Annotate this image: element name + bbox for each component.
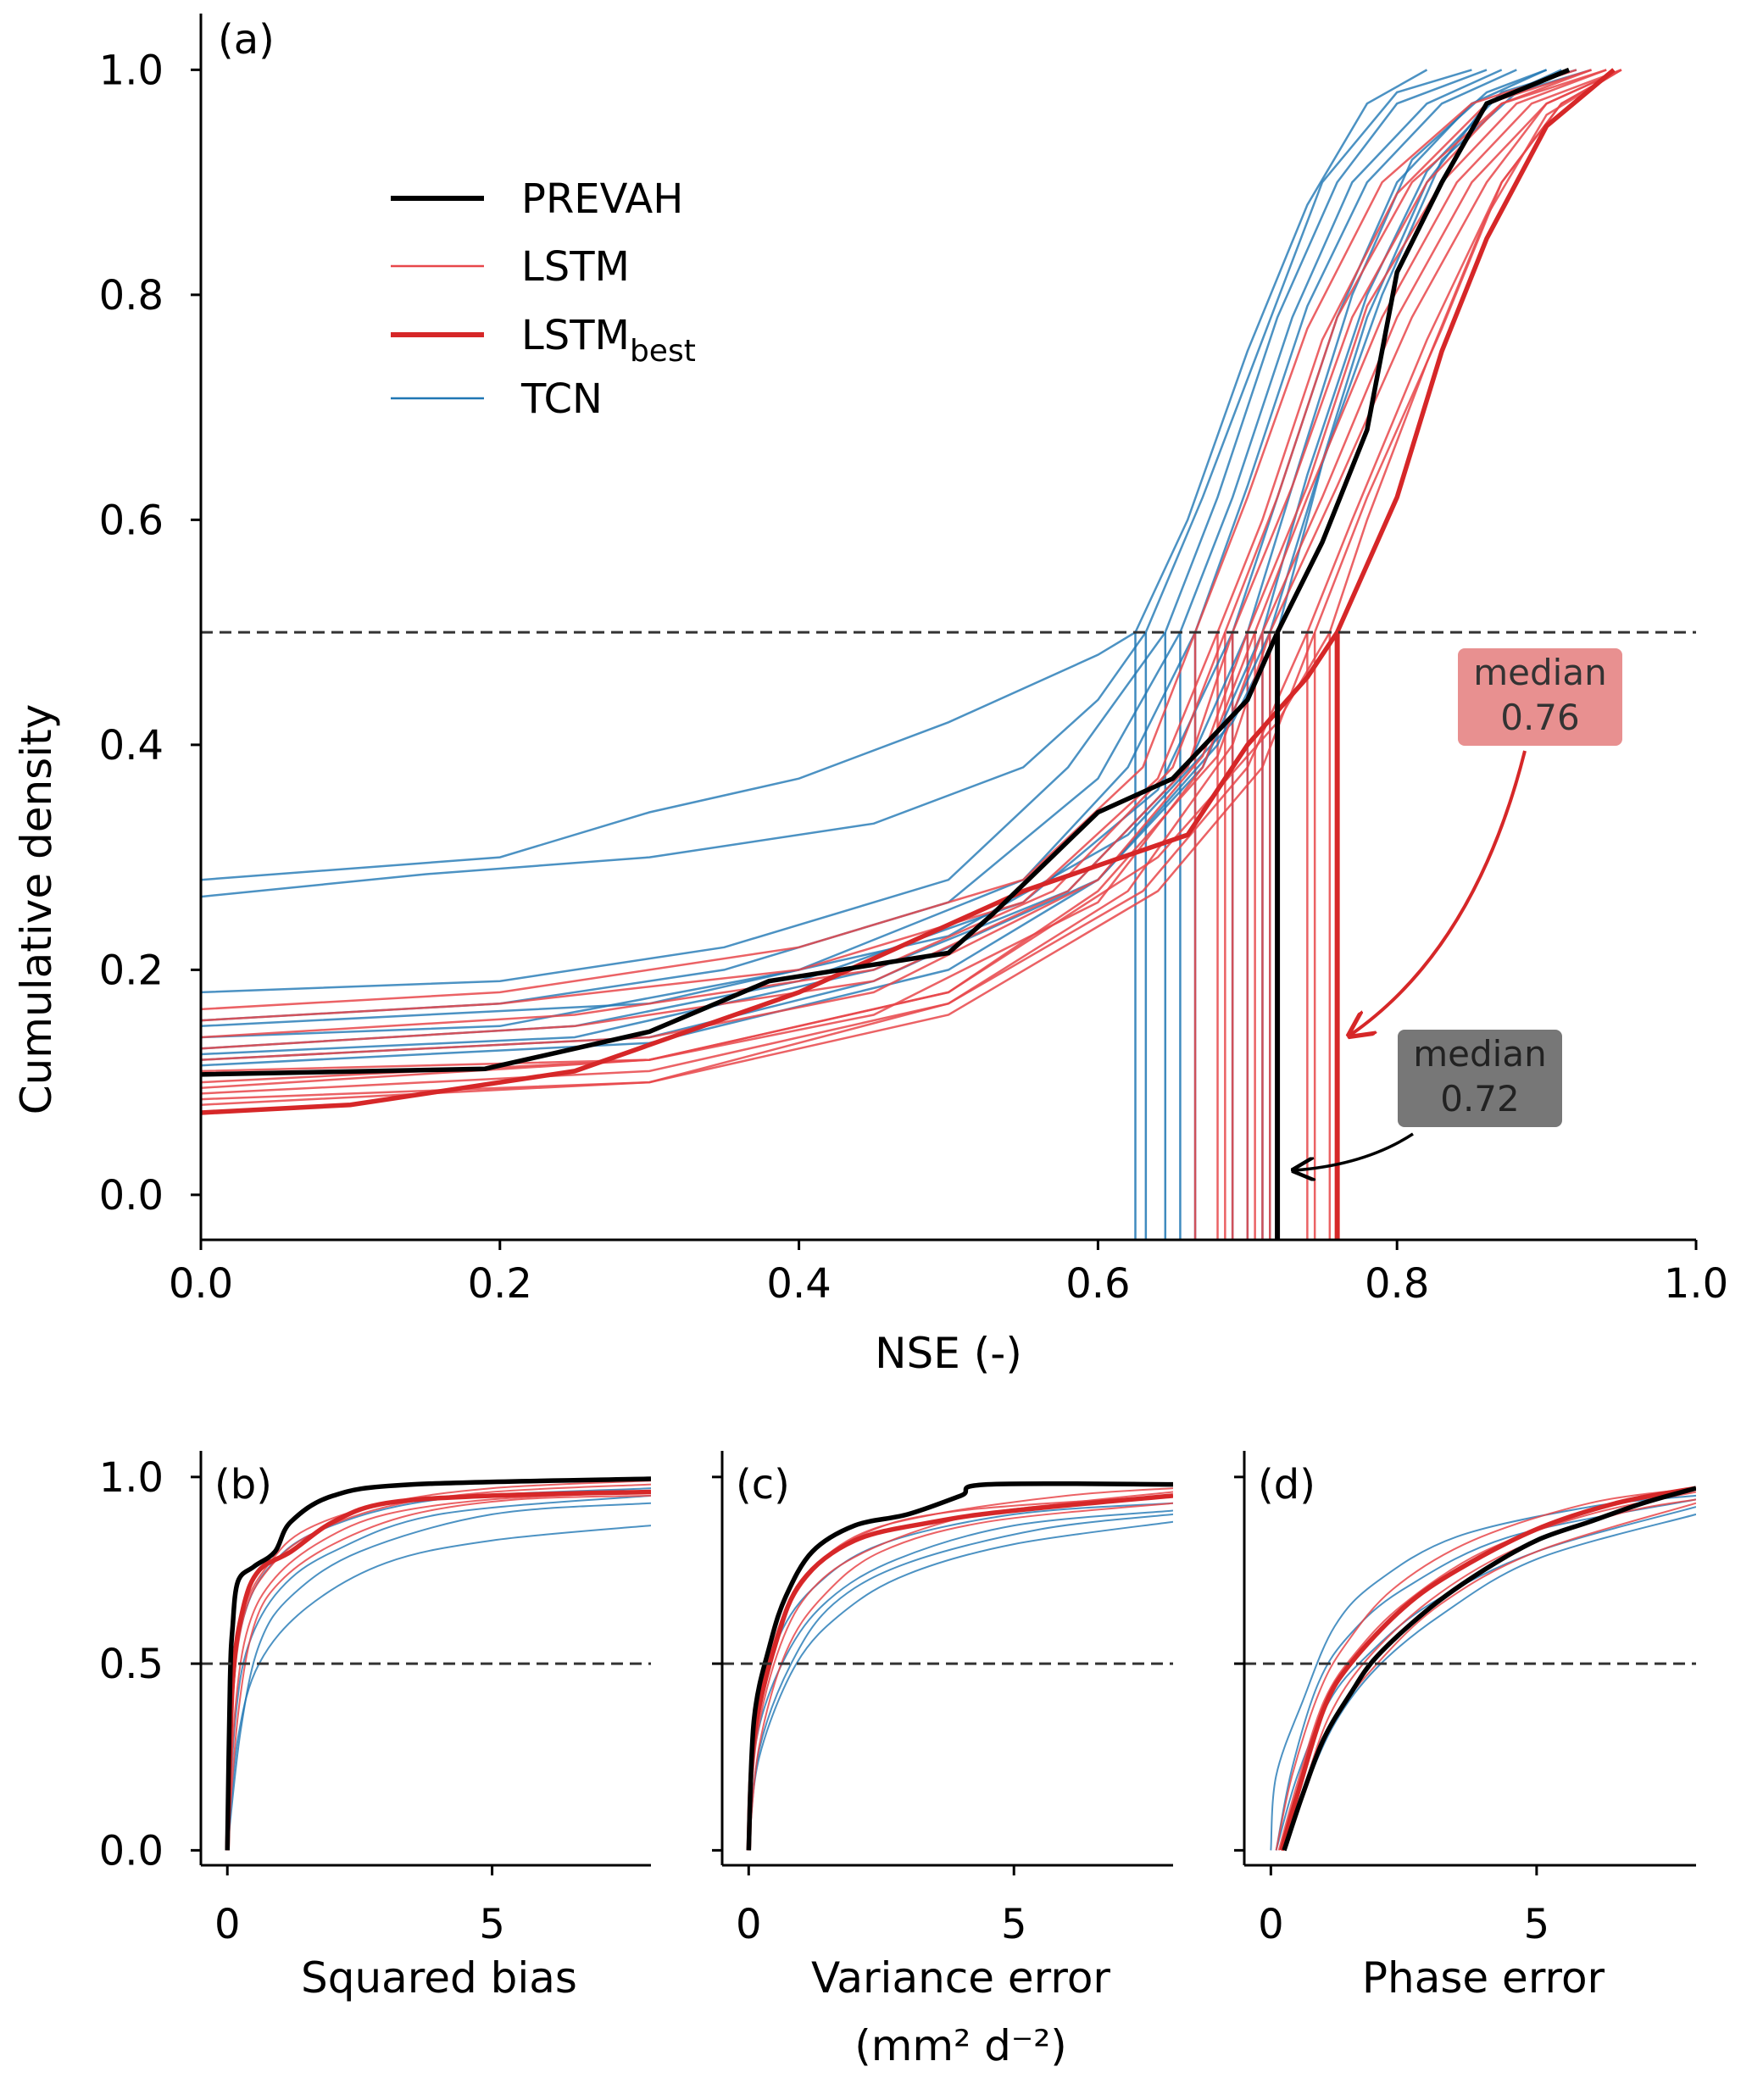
legend-label-lstm-best: LSTMbest [521,312,696,369]
y-tick-label: 1.0 [99,47,164,94]
series-line-lstm [226,1494,651,1851]
series-line-lstm [748,1487,1173,1851]
x-tick-label: 0 [1258,1901,1284,1948]
series-line-lstm-best [1279,1486,1696,1852]
series-line-tcn [201,69,1428,881]
y-tick-label: 0.6 [99,497,164,544]
x-axis-label: Variance error [811,1953,1110,2003]
median-box-red [1458,648,1622,746]
panel-label: (a) [218,16,275,64]
series-line-lstm-best [225,1489,651,1851]
series-line-lstm [226,1491,651,1851]
x-tick-label: 5 [479,1901,505,1948]
panel-a: 0.0 0.2 0.4 0.6 0.8 1.0 0.0 0.2 0.4 0.6 0.8 1.0 (a) N… [12,14,1728,1378]
panel-label: (d) [1258,1461,1315,1508]
series-line-lstm [201,69,1607,1050]
median-label-red-line2: 0.76 [1500,697,1580,738]
series-line-tcn [748,1509,1173,1851]
series-line-lstm [201,69,1592,1039]
legend-label-lstm: LSTM [521,243,630,291]
x-axis-label: Squared bias [301,1953,577,2003]
panel-c: 0 5 (c) Variance error (mm² d⁻²) [712,1451,1173,2070]
series-line-tcn [201,69,1577,1061]
x-tick-label: 0.4 [766,1260,831,1308]
series-line-tcn [1270,1494,1696,1851]
series-line-lstm [201,69,1607,1061]
y-tick-label: 0.0 [99,1827,164,1875]
x-tick-label: 5 [1524,1901,1550,1948]
median-arrow-red [1349,750,1527,1036]
series-line-lstm [201,69,1577,1011]
series-group [225,1476,651,1851]
median-label-gray-line1: median [1413,1033,1546,1075]
median-label-gray-line2: 0.72 [1440,1078,1520,1119]
series-line-tcn [226,1494,651,1851]
legend-label-tcn: TCN [520,375,603,423]
series-line-tcn [226,1502,651,1851]
x-tick-label: 0.2 [468,1260,532,1308]
y-axis-label: Cumulative density [12,704,61,1115]
x-tick-label: 0.6 [1065,1260,1130,1308]
panel-label: (c) [736,1461,790,1508]
series-line-tcn [226,1487,651,1851]
series-line-lstm [201,69,1622,1073]
series-group [746,1481,1173,1851]
y-tick-label: 0.2 [99,947,164,994]
series-line-tcn [201,69,1472,898]
series-line-prevah [1282,1486,1696,1852]
series-line-lstm [1275,1487,1696,1851]
series-line-tcn [748,1513,1173,1851]
series-line-lstm [1280,1502,1696,1851]
series-line-lstm [201,69,1622,1084]
series-line-lstm [1277,1491,1696,1851]
series-line-tcn [201,69,1517,1039]
x-tick-label: 0.0 [169,1260,233,1308]
x-tick-label: 0 [214,1901,241,1948]
median-label-red-line1: median [1473,652,1606,693]
median-box-gray [1398,1030,1562,1127]
series-line-tcn [748,1520,1173,1851]
panel-label: (b) [214,1461,272,1508]
median-annotation-lstm-best: median 0.76 [1349,648,1622,1036]
legend-label-lstm-best-sub: best [630,334,696,369]
series-line-lstm [748,1491,1173,1851]
series-line-tcn [226,1525,651,1851]
series-line-prevah [746,1481,1173,1851]
series-line-tcn [201,69,1488,994]
series-line-tcn [201,69,1548,1056]
series-line-lstm [226,1480,651,1851]
x-tick-label: 5 [1001,1901,1027,1948]
x-axis-label: Phase error [1362,1953,1605,2003]
x-tick-label: 1.0 [1664,1260,1728,1308]
y-tick-label: 1.0 [99,1454,164,1502]
x-tick-label: 0.8 [1365,1260,1429,1308]
x-axis-label: NSE (-) [875,1329,1022,1378]
x-axis-label-units: (mm² d⁻²) [854,2021,1067,2070]
series-line-prevah [225,1476,651,1851]
legend: PREVAH LSTM LSTMbest TCN [391,175,696,423]
y-tick-label: 0.4 [99,722,164,769]
y-tick-label: 0.0 [99,1172,164,1219]
series-line-lstm [748,1502,1173,1851]
median-arrow-black [1293,1132,1414,1170]
series-line-tcn [201,69,1562,1067]
panel-d: 0 5 (d) Phase error [1234,1451,1696,2003]
series-line-tcn [748,1502,1173,1851]
y-tick-label: 0.5 [99,1641,164,1688]
median-annotation-prevah: median 0.72 [1293,1030,1562,1170]
legend-label-lstm-best-main: LSTM [521,312,630,359]
legend-label-prevah: PREVAH [521,175,683,223]
series-line-prevah [201,67,1571,1077]
x-tick-label: 0 [736,1901,762,1948]
panel-b: 0 5 0.0 0.5 1.0 (b) Squared bias [99,1451,651,2003]
y-tick-label: 0.8 [99,272,164,319]
series-group [1270,1486,1696,1852]
